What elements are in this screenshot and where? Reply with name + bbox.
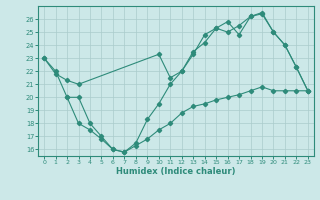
X-axis label: Humidex (Indice chaleur): Humidex (Indice chaleur) [116,167,236,176]
